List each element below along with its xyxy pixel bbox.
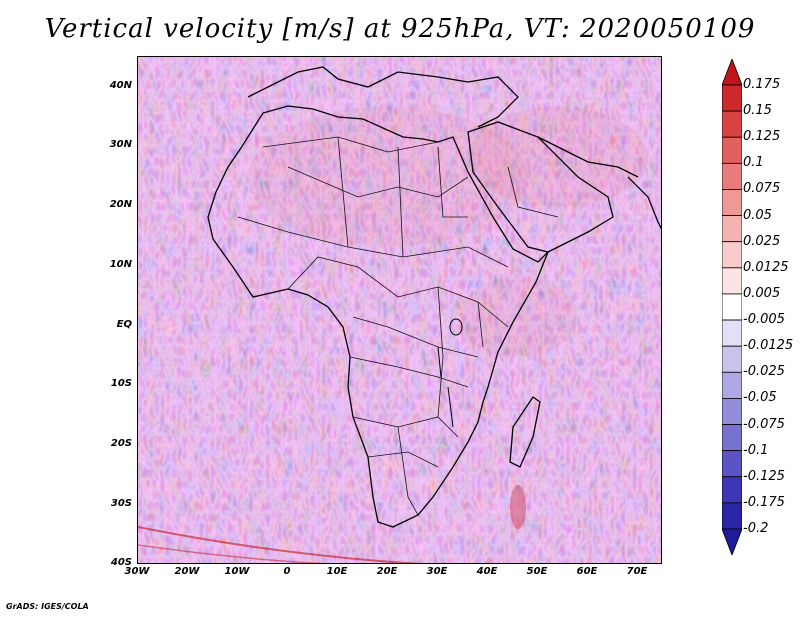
lon-tick-label: 50E bbox=[526, 566, 548, 577]
lon-tick-label: 40E bbox=[476, 566, 498, 577]
colorbar-tick-label: -0.1 bbox=[743, 442, 769, 458]
colorbar-tick-label: -0.005 bbox=[743, 312, 785, 328]
lakes bbox=[437, 318, 463, 428]
lat-tick-label: 20S bbox=[110, 438, 132, 449]
colorbar-swatch bbox=[722, 345, 742, 373]
lat-tick-label: 40N bbox=[109, 80, 132, 91]
colorbar-tick-label: 0.075 bbox=[743, 181, 781, 197]
colorbar-tick-label: 0.125 bbox=[743, 129, 781, 145]
colorbar-swatch bbox=[722, 476, 742, 504]
lat-tick-label: EQ bbox=[116, 319, 132, 330]
colorbar-bottom-arrow bbox=[722, 528, 742, 555]
colorbar-swatch bbox=[722, 502, 742, 530]
credit-text: GrADS: IGES/COLA bbox=[6, 602, 89, 611]
colorbar-tick-label: 0.025 bbox=[743, 233, 781, 249]
country-borders bbox=[237, 136, 559, 516]
colorbar-tick-label: 0.05 bbox=[743, 207, 772, 223]
lon-tick-label: 10E bbox=[326, 566, 348, 577]
lat-tick-label: 10S bbox=[110, 378, 132, 389]
lon-tick-label: 10W bbox=[224, 566, 250, 577]
lat-tick-label: 10N bbox=[109, 259, 132, 270]
colorbar-swatch bbox=[722, 319, 742, 347]
colorbar-swatch bbox=[722, 215, 742, 243]
lat-tick-label: 20N bbox=[109, 199, 132, 210]
colorbar-tick-label: -0.05 bbox=[743, 390, 777, 406]
lon-tick-label: 20E bbox=[376, 566, 398, 577]
lon-tick-label: 60E bbox=[576, 566, 598, 577]
colorbar-tick-label: -0.175 bbox=[743, 494, 785, 510]
lat-tick-label: 30S bbox=[110, 498, 132, 509]
map-title: Vertical velocity [m/s] at 925hPa, VT: 2… bbox=[44, 14, 756, 44]
colorbar-swatch bbox=[722, 293, 742, 321]
colorbar-tick-label: -0.125 bbox=[743, 468, 785, 484]
lon-tick-label: 20W bbox=[174, 566, 200, 577]
colorbar-swatch bbox=[722, 84, 742, 112]
lon-tick-label: 30W bbox=[124, 566, 150, 577]
lon-tick-label: 0 bbox=[283, 566, 291, 577]
colorbar-swatch bbox=[722, 162, 742, 190]
colorbar-tick-label: -0.0125 bbox=[743, 338, 794, 354]
colorbar-tick-label: -0.025 bbox=[743, 364, 785, 380]
colorbar-swatch bbox=[722, 267, 742, 295]
map-panel bbox=[137, 56, 662, 564]
lon-tick-label: 30E bbox=[426, 566, 448, 577]
colorbar-swatch bbox=[722, 424, 742, 452]
colorbar-top-arrow bbox=[722, 59, 742, 86]
colorbar-swatch bbox=[722, 398, 742, 425]
colorbar-tick-label: -0.075 bbox=[743, 416, 785, 432]
colorbar-tick-label: 0.15 bbox=[743, 103, 772, 119]
colorbar-tick-label: 0.0125 bbox=[743, 259, 789, 275]
lat-tick-label: 40S bbox=[110, 557, 132, 568]
colorbar-tick-label: 0.1 bbox=[743, 155, 764, 171]
colorbar-swatch bbox=[722, 371, 742, 399]
colorbar bbox=[722, 59, 742, 555]
lat-tick-label: 30N bbox=[109, 139, 132, 150]
colorbar-swatch bbox=[722, 241, 742, 269]
colorbar-swatch bbox=[722, 110, 742, 138]
colorbar-swatch bbox=[722, 450, 742, 478]
lon-tick-label: 70E bbox=[626, 566, 648, 577]
colorbar-tick-label: 0.175 bbox=[743, 77, 781, 92]
colorbar-tick-label: 0.005 bbox=[743, 285, 781, 301]
colorbar-swatch bbox=[722, 189, 742, 216]
velocity-field bbox=[138, 57, 661, 563]
colorbar-tick-label: -0.2 bbox=[743, 521, 769, 536]
colorbar-swatch bbox=[722, 136, 742, 164]
